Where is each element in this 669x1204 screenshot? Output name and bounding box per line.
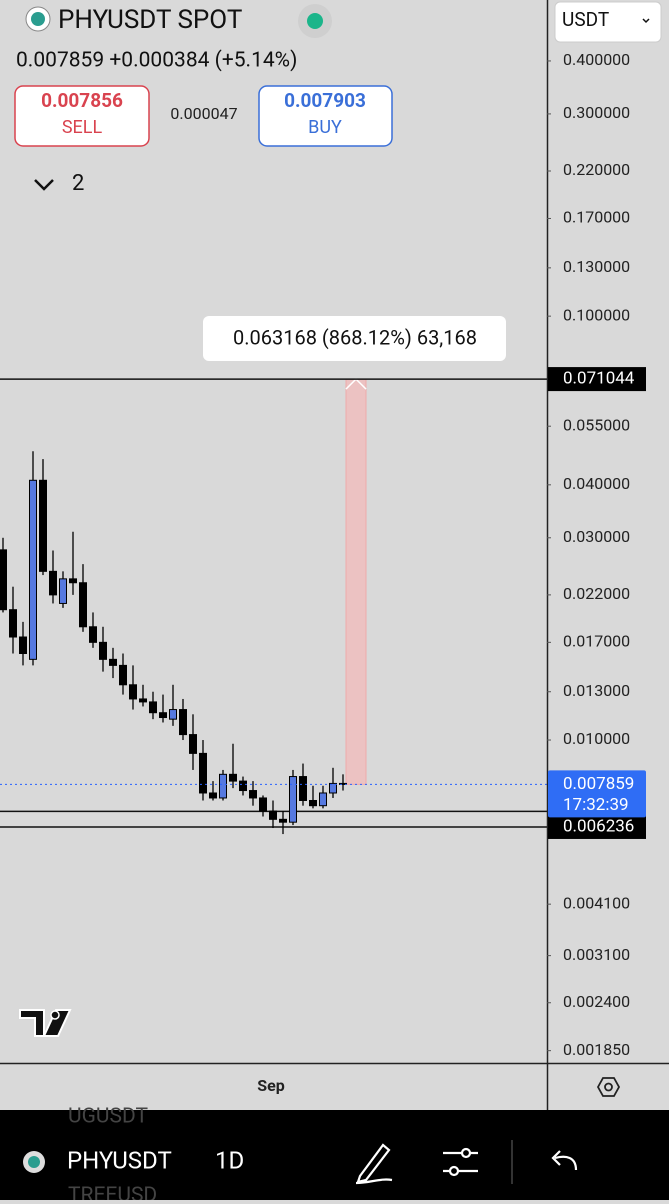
y-tick-label: 0.003100: [563, 945, 630, 964]
y-tick-label: 0.001850: [563, 1040, 630, 1059]
candle-body: [179, 709, 187, 736]
currency[interactable]: USDT: [562, 8, 609, 31]
y-tick-label: 0.100000: [563, 305, 630, 324]
candle-body: [9, 609, 17, 638]
y-tick-label: 0.400000: [563, 50, 630, 69]
candle-body: [229, 773, 237, 782]
candle-body: [239, 780, 247, 792]
current-price-tag: [548, 770, 646, 818]
candle-body: [29, 479, 37, 660]
candle-body: [119, 664, 127, 686]
candle-body: [129, 684, 137, 700]
indicator-count[interactable]: 2: [72, 171, 84, 196]
sell-label[interactable]: SELL: [62, 117, 103, 138]
sell-button[interactable]: 0.007856 SELL: [14, 85, 150, 147]
currency-caret[interactable]: [642, 18, 650, 24]
x-axis-label: Sep: [257, 1076, 285, 1095]
countdown: 17:32:39: [563, 795, 629, 815]
candle-body: [109, 658, 117, 666]
quote: 0.007859 +0.000384 (+5.14%): [16, 49, 297, 73]
y-tick-label: 0.013000: [563, 681, 630, 700]
y-tick-label: 0.004100: [563, 893, 630, 912]
price-tag-label: 0.071044: [563, 369, 635, 389]
currency-box[interactable]: [554, 1, 662, 43]
y-tick-label: 0.055000: [563, 415, 630, 434]
candle-body: [289, 776, 297, 823]
y-tick-label: 0.022000: [563, 584, 630, 603]
candle-body: [199, 752, 207, 794]
candle-body: [69, 578, 77, 584]
candle-body: [299, 776, 307, 801]
toolbar-interval[interactable]: 1D: [215, 1146, 244, 1174]
toolbar-coin-inner[interactable]: [28, 1156, 40, 1168]
current-price-label: 0.007859: [563, 774, 634, 794]
y-tick-label: 0.002400: [563, 992, 630, 1011]
candle-body: [89, 626, 97, 643]
sell-price[interactable]: 0.007856: [41, 89, 123, 112]
price-tag-label: 0.006236: [563, 816, 634, 836]
undo-icon[interactable]: [551, 1150, 578, 1171]
candle-body: [139, 698, 147, 703]
slider-knob-1[interactable]: [460, 1147, 472, 1159]
toolbar-symbol[interactable]: PHYUSDT: [67, 1146, 172, 1174]
candle-body: [99, 641, 107, 660]
price-tag: [548, 814, 646, 839]
candle-body: [39, 479, 47, 572]
candle-body: [79, 582, 87, 628]
spread: 0.000047: [170, 104, 237, 123]
candle-body: [319, 792, 327, 807]
draw-icon[interactable]: [355, 1143, 393, 1185]
candle-body: [329, 782, 337, 794]
candle-body: [149, 701, 157, 714]
settings-icon[interactable]: [596, 1077, 621, 1097]
candle-body: [49, 570, 57, 596]
symbol-title: PHYUSDT SPOT: [58, 5, 242, 35]
measure-range: [345, 378, 367, 785]
chevron[interactable]: [34, 179, 54, 191]
sell-box[interactable]: [14, 85, 150, 147]
candle-body: [249, 790, 257, 799]
y-tick-label: 0.040000: [563, 474, 630, 493]
candle-body: [279, 818, 287, 823]
price-axis: 0.400000 0.300000 0.220000 0.170000 0.130000…: [547, 50, 646, 1059]
buy-box[interactable]: [258, 85, 393, 147]
candle-body: [159, 712, 167, 719]
tv-logo-dot: [50, 1010, 60, 1020]
currency-select[interactable]: USDT: [554, 1, 662, 43]
candle-body: [219, 773, 227, 799]
buy-button[interactable]: 0.007903 BUY: [258, 85, 393, 147]
plot: 0.063168 (868.12%) 63,168: [0, 316, 547, 835]
candle-body: [19, 636, 27, 655]
candle-body: [209, 792, 217, 799]
status-dot: [307, 13, 323, 29]
y-tick-label: 0.220000: [563, 160, 630, 179]
y-tick-label: 0.030000: [563, 527, 630, 546]
price-tag: [548, 367, 646, 392]
y-tick-label: 0.017000: [563, 632, 630, 651]
y-tick-label: 0.300000: [563, 103, 630, 122]
candle-body: [59, 578, 67, 604]
candle-body: [169, 709, 177, 720]
list-item-below: TREEUSD: [68, 1184, 157, 1200]
measure-label: 0.063168 (868.12%) 63,168: [233, 325, 477, 349]
slider-knob-2[interactable]: [448, 1165, 460, 1177]
settings-icon-hole[interactable]: [604, 1082, 613, 1092]
y-tick-label: 0.170000: [563, 208, 630, 227]
settings-sliders-icon[interactable]: [443, 1147, 478, 1177]
list-item-above: UGUSDT: [68, 1105, 149, 1129]
buy-price[interactable]: 0.007903: [284, 89, 366, 112]
y-tick-label: 0.010000: [563, 729, 630, 748]
candle-body: [309, 799, 317, 807]
candle-body: [189, 734, 197, 754]
coin-icon-inner: [31, 12, 45, 26]
buy-label[interactable]: BUY: [308, 117, 342, 138]
measure-label-box: [203, 316, 506, 361]
y-tick-label: 0.130000: [563, 257, 630, 276]
candle-body: [0, 549, 7, 611]
candle-body: [269, 810, 277, 820]
candle-body: [259, 797, 267, 812]
